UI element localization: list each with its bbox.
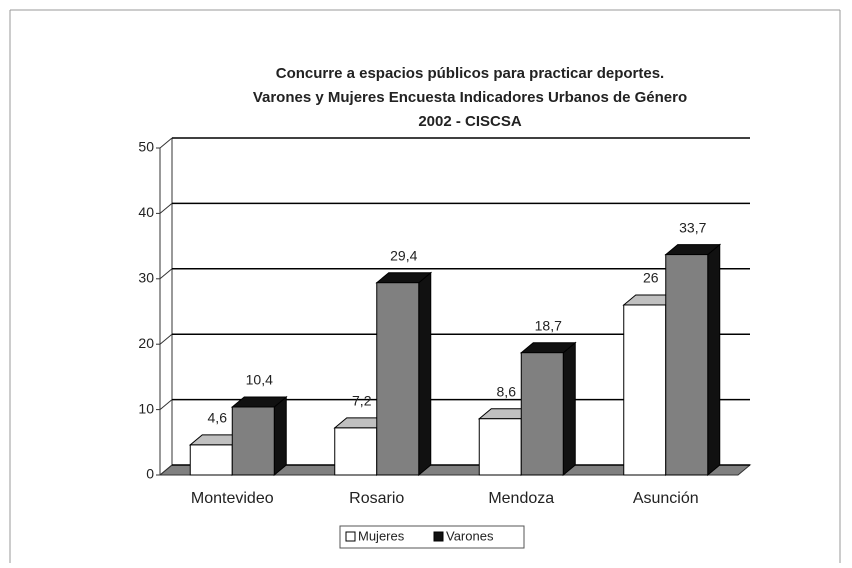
y-tick-label: 40 (138, 204, 154, 220)
bar-side (418, 271, 432, 477)
bar-side (562, 341, 576, 477)
data-label: 4,6 (208, 410, 228, 426)
data-label: 26 (643, 270, 659, 286)
x-tick-label: Montevideo (191, 490, 274, 507)
bar-front (478, 418, 522, 476)
legend-label: Mujeres (358, 528, 405, 543)
bar-front (520, 352, 564, 476)
data-label: 10,4 (246, 372, 273, 388)
data-label: 29,4 (390, 247, 417, 263)
y-tick-label: 20 (138, 335, 154, 351)
grid-line-diagonal (159, 203, 173, 214)
bar (519, 341, 577, 477)
bar-front (376, 282, 420, 476)
bar (375, 271, 433, 477)
bar-side (273, 395, 287, 477)
y-tick-label: 30 (138, 270, 154, 286)
data-label: 7,2 (352, 393, 372, 409)
bar-front (334, 427, 378, 476)
legend-box (339, 525, 525, 549)
x-tick-label: Rosario (349, 490, 404, 507)
bar-side (707, 243, 721, 477)
bar (664, 243, 722, 477)
bar-front (623, 304, 667, 476)
legend-swatch (345, 531, 356, 542)
y-tick-label: 50 (138, 139, 154, 155)
grid-line-diagonal (159, 333, 173, 345)
chart-title: 2002 - CISCSA (418, 113, 522, 130)
bar (230, 395, 288, 477)
data-label: 33,7 (679, 219, 706, 235)
grid-line-diagonal (159, 137, 173, 149)
x-tick-label: Mendoza (488, 490, 554, 507)
bar-front (665, 254, 709, 476)
grid-line-diagonal (159, 464, 173, 476)
bar-front (189, 444, 233, 476)
chart-title: Varones y Mujeres Encuesta Indicadores U… (253, 89, 687, 106)
chart-title: Concurre a espacios públicos para practi… (276, 65, 664, 82)
legend-swatch (433, 531, 444, 542)
data-label: 18,7 (535, 317, 562, 333)
grid-line-diagonal (159, 268, 173, 280)
bar-front (231, 406, 275, 476)
legend: Mujeres Varones (339, 525, 525, 549)
grid-line-diagonal (159, 399, 173, 410)
legend-label: Varones (446, 528, 494, 543)
y-tick-label: 10 (138, 400, 154, 416)
y-tick-label: 0 (146, 466, 154, 482)
data-label: 8,6 (497, 383, 517, 399)
x-tick-label: Asunción (633, 490, 699, 507)
